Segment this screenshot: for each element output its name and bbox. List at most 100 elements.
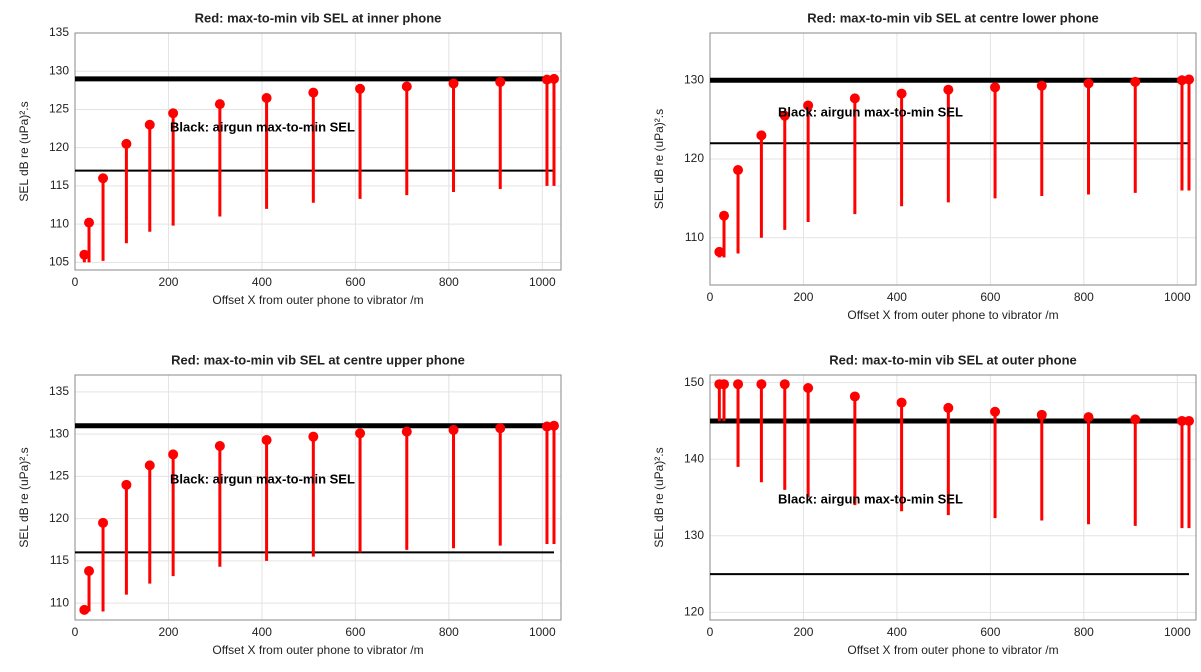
y-axis-label: SEL dB re (uPa)².s	[652, 109, 666, 209]
max-point	[849, 391, 860, 402]
max-point	[121, 138, 132, 149]
panel: 105 110 115 120 125 130 135 0 200 400 600 800 1000 Bl…	[17, 10, 562, 307]
x-tick-label: 600	[345, 625, 365, 639]
x-tick-label: 400	[887, 290, 907, 304]
max-point	[401, 426, 412, 437]
chart-title: Red: max-to-min vib SEL at centre upper …	[171, 352, 465, 367]
max-point	[733, 379, 744, 390]
y-axis-label: SEL dB re (uPa)².s	[17, 447, 31, 547]
x-tick-label: 400	[887, 625, 907, 639]
max-point	[1183, 74, 1194, 85]
y-tick-label: 120	[684, 605, 704, 619]
y-axis-label: SEL dB re (uPa)².s	[652, 447, 666, 547]
max-point	[719, 379, 730, 390]
x-axis-label: Offset X from outer phone to vibrator /m	[847, 643, 1058, 657]
y-tick-label: 130	[49, 63, 69, 77]
panel: 120 130 140 150 0 200 400 600 800 1000 Black: airg…	[652, 352, 1197, 657]
max-point	[803, 100, 814, 111]
max-point	[355, 83, 366, 94]
max-point	[448, 78, 459, 89]
y-tick-label: 120	[49, 511, 69, 525]
max-point	[98, 173, 109, 184]
chart-title: Red: max-to-min vib SEL at inner phone	[195, 10, 442, 25]
axes-frame	[709, 32, 1197, 286]
max-point	[990, 82, 1001, 93]
max-point	[308, 87, 319, 98]
x-tick-label: 800	[1074, 290, 1094, 304]
y-tick-label: 120	[684, 151, 704, 165]
max-point	[84, 566, 95, 576]
plot-area	[75, 33, 561, 270]
x-tick-label: 800	[439, 275, 459, 289]
x-axis-label: Offset X from outer phone to vibrator /m	[212, 643, 423, 657]
annotation: Black: airgun max-to-min SEL	[778, 104, 963, 119]
x-tick-label: 0	[707, 625, 714, 639]
max-point	[1130, 76, 1141, 87]
x-tick-label: 400	[252, 275, 272, 289]
max-point	[1130, 414, 1141, 425]
max-point	[79, 604, 90, 615]
y-tick-label: 120	[49, 140, 69, 154]
max-point	[714, 246, 725, 257]
max-point	[401, 81, 412, 92]
max-point	[896, 88, 907, 99]
y-tick-label: 115	[50, 553, 69, 567]
y-tick-label: 130	[684, 528, 704, 542]
max-point	[779, 110, 790, 121]
x-tick-label: 0	[72, 275, 79, 289]
max-point	[79, 249, 90, 260]
max-point	[168, 449, 179, 460]
max-point	[1083, 412, 1094, 423]
max-point	[495, 76, 506, 87]
max-point	[1036, 80, 1047, 91]
x-tick-label: 0	[707, 290, 714, 304]
x-axis-label: Offset X from outer phone to vibrator /m	[847, 308, 1058, 322]
max-point	[1083, 78, 1094, 89]
chart-title: Red: max-to-min vib SEL at centre lower …	[807, 10, 1099, 25]
y-tick-label: 110	[50, 595, 69, 609]
x-tick-label: 400	[252, 625, 272, 639]
y-tick-label: 110	[685, 230, 704, 244]
max-point	[733, 165, 744, 176]
max-point	[495, 423, 506, 434]
max-point	[756, 130, 767, 141]
max-point	[943, 402, 954, 413]
axes-frame	[709, 374, 1197, 621]
x-tick-label: 600	[980, 625, 1000, 639]
max-point	[98, 517, 109, 528]
max-point	[144, 460, 155, 471]
x-tick-label: 1000	[529, 275, 556, 289]
annotation: Black: airgun max-to-min SEL	[170, 119, 355, 134]
y-tick-label: 110	[50, 216, 69, 230]
max-point	[144, 119, 155, 130]
panel: 110 120 130 0 200 400 600 800 1000 Black: airgun …	[652, 10, 1197, 322]
max-point	[214, 99, 225, 110]
x-tick-label: 1000	[529, 625, 556, 639]
annotation: Black: airgun max-to-min SEL	[170, 471, 355, 486]
axes-frame	[74, 374, 562, 621]
x-tick-label: 800	[1074, 625, 1094, 639]
max-point	[308, 431, 319, 442]
max-point	[779, 379, 790, 390]
y-tick-label: 130	[49, 426, 69, 440]
max-point	[896, 397, 907, 408]
max-point	[756, 379, 767, 390]
y-tick-label: 125	[49, 469, 69, 483]
max-point	[719, 210, 730, 221]
x-tick-label: 200	[158, 275, 178, 289]
y-tick-label: 130	[684, 72, 704, 86]
y-tick-label: 105	[49, 255, 69, 269]
max-point	[448, 424, 459, 435]
x-tick-label: 200	[793, 290, 813, 304]
max-point	[84, 217, 95, 228]
y-tick-label: 150	[684, 375, 704, 389]
y-tick-label: 135	[49, 384, 69, 398]
max-point	[1176, 415, 1187, 426]
y-axis-label: SEL dB re (uPa)².s	[17, 101, 31, 201]
max-point	[214, 440, 225, 451]
y-tick-label: 135	[49, 25, 69, 39]
plot-area	[75, 375, 561, 620]
max-point	[261, 435, 272, 446]
panel: 110 115 120 125 130 135 0 200 400 600 800 1000 Black…	[17, 352, 562, 657]
